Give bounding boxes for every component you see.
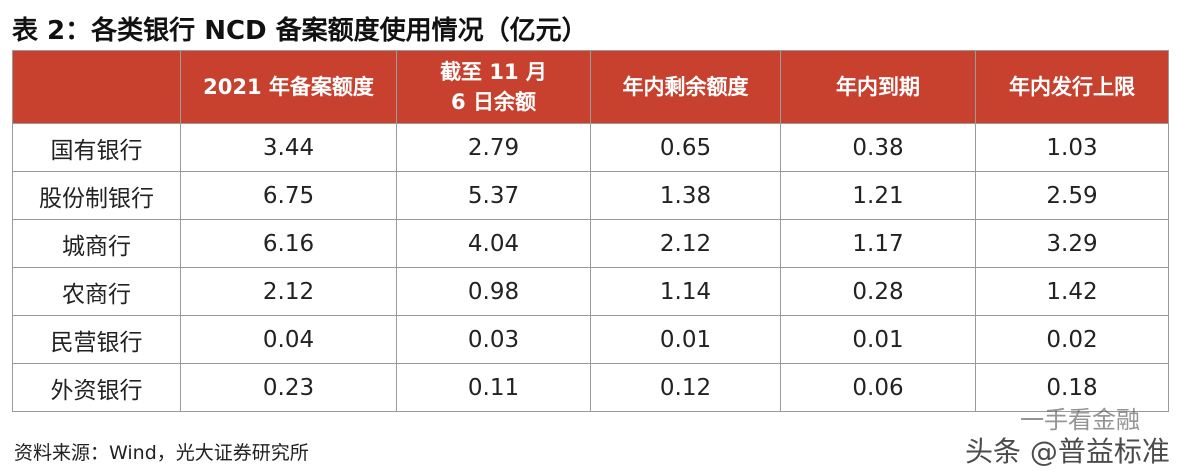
row-label: 股份制银行 xyxy=(12,171,181,220)
table-row: 外资银行 0.23 0.11 0.12 0.06 0.18 xyxy=(12,363,1169,412)
column-header: 截至 11 月 6 日余额 xyxy=(396,50,591,124)
cell: 0.01 xyxy=(590,315,781,364)
table-row: 国有银行 3.44 2.79 0.65 0.38 1.03 xyxy=(12,123,1169,172)
cell: 1.03 xyxy=(975,123,1169,172)
cell: 0.06 xyxy=(780,363,976,412)
cell: 0.03 xyxy=(396,315,591,364)
row-label: 外资银行 xyxy=(12,363,181,412)
cell: 4.04 xyxy=(396,219,591,268)
row-label: 民营银行 xyxy=(12,315,181,364)
cell: 0.98 xyxy=(396,267,591,316)
cell: 5.37 xyxy=(396,171,591,220)
column-header: 年内发行上限 xyxy=(975,50,1169,124)
row-label: 城商行 xyxy=(12,219,181,268)
cell: 1.38 xyxy=(590,171,781,220)
cell: 3.29 xyxy=(975,219,1169,268)
cell: 2.12 xyxy=(180,267,397,316)
column-header: 2021 年备案额度 xyxy=(180,50,397,124)
cell: 0.12 xyxy=(590,363,781,412)
cell: 0.38 xyxy=(780,123,976,172)
cell: 0.23 xyxy=(180,363,397,412)
column-header: 年内到期 xyxy=(780,50,976,124)
cell: 0.02 xyxy=(975,315,1169,364)
cell: 0.28 xyxy=(780,267,976,316)
cell: 0.11 xyxy=(396,363,591,412)
cell: 3.44 xyxy=(180,123,397,172)
cell: 0.04 xyxy=(180,315,397,364)
table-row: 民营银行 0.04 0.03 0.01 0.01 0.02 xyxy=(12,315,1169,364)
table-title: 表 2：各类银行 NCD 备案额度使用情况（亿元） xyxy=(12,16,588,46)
cell: 1.17 xyxy=(780,219,976,268)
source-note: 资料来源：Wind，光大证券研究所 xyxy=(14,442,309,464)
data-table: 2021 年备案额度 截至 11 月 6 日余额 年内剩余额度 年内到期 年内发行上限 … xyxy=(12,50,1169,412)
corner-cell xyxy=(12,50,181,124)
watermark: 一手看金融 xyxy=(1020,406,1140,434)
cell: 2.59 xyxy=(975,171,1169,220)
cell: 0.18 xyxy=(975,363,1169,412)
cell: 2.12 xyxy=(590,219,781,268)
watermark: 头条 @普益标准 xyxy=(965,435,1170,468)
row-label: 国有银行 xyxy=(12,123,181,172)
header-row: 2021 年备案额度 截至 11 月 6 日余额 年内剩余额度 年内到期 年内发行上限 xyxy=(12,50,1169,124)
table-row: 城商行 6.16 4.04 2.12 1.17 3.29 xyxy=(12,219,1169,268)
table-row: 农商行 2.12 0.98 1.14 0.28 1.42 xyxy=(12,267,1169,316)
row-label: 农商行 xyxy=(12,267,181,316)
cell: 6.16 xyxy=(180,219,397,268)
table-row: 股份制银行 6.75 5.37 1.38 1.21 2.59 xyxy=(12,171,1169,220)
cell: 0.65 xyxy=(590,123,781,172)
cell: 2.79 xyxy=(396,123,591,172)
cell: 1.42 xyxy=(975,267,1169,316)
column-header: 年内剩余额度 xyxy=(590,50,781,124)
cell: 1.21 xyxy=(780,171,976,220)
cell: 6.75 xyxy=(180,171,397,220)
cell: 1.14 xyxy=(590,267,781,316)
cell: 0.01 xyxy=(780,315,976,364)
